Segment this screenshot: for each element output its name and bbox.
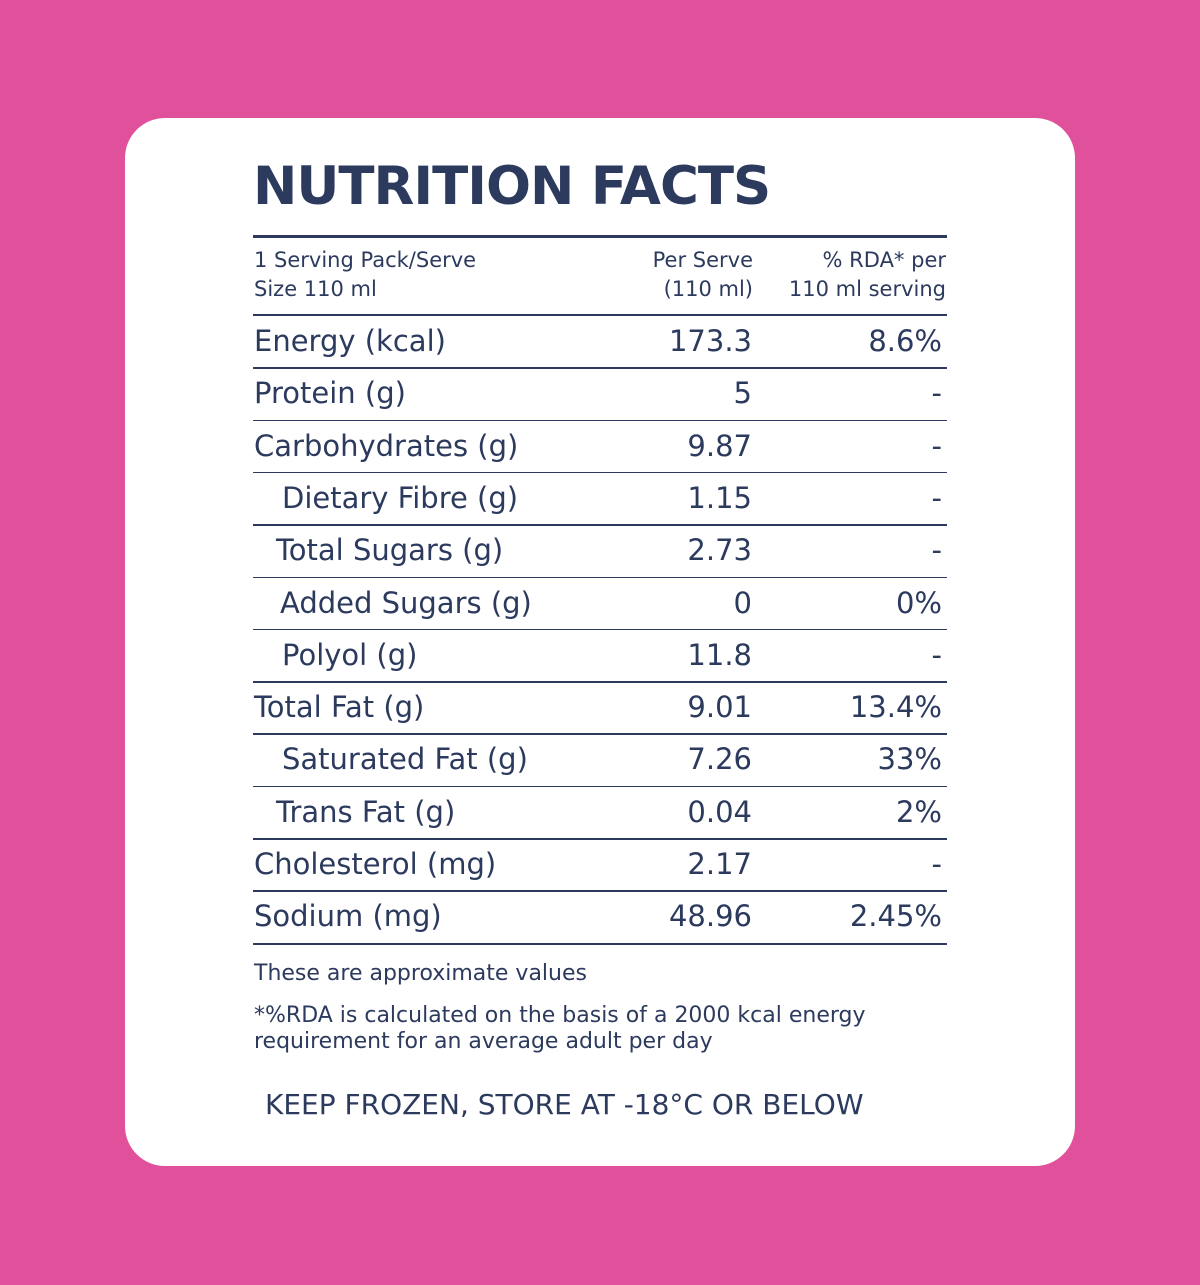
nutrient-label: Dietary Fibre (g) (282, 480, 519, 515)
rda: - (931, 637, 942, 672)
rda: 13.4% (849, 690, 942, 725)
row-rule (253, 471, 947, 474)
header-cell: (110 ml) (663, 277, 753, 301)
header-cell: 1 Serving Pack/Serve (254, 248, 477, 272)
per-serve: 2.73 (687, 533, 752, 568)
nutrient-label: Saturated Fat (g) (282, 742, 528, 777)
rda: 33% (877, 742, 942, 777)
row-rule (253, 942, 947, 945)
row-rule (253, 419, 947, 422)
rda: - (931, 480, 942, 515)
rule (253, 235, 947, 238)
per-serve: 11.8 (687, 637, 752, 672)
row-rule (253, 367, 947, 369)
row-rule (253, 890, 947, 892)
per-serve: 2.17 (687, 847, 752, 881)
header-cell: 110 ml serving (788, 277, 946, 301)
per-serve: 0 (733, 585, 752, 620)
nutrient-label: Trans Fat (g) (276, 794, 456, 829)
row-rule (253, 524, 947, 526)
rda: - (931, 847, 942, 881)
per-serve: 9.87 (687, 428, 752, 463)
nutrient-label: Cholesterol (mg) (254, 847, 497, 881)
title: NUTRITION FACTS (253, 156, 771, 217)
footnote: *%RDA is calculated on the basis of a 20… (254, 1003, 866, 1028)
per-serve: 0.04 (687, 794, 752, 829)
per-serve: 5 (733, 376, 752, 411)
rule (253, 314, 947, 316)
storage: KEEP FROZEN, STORE AT -18°C OR BELOW (265, 1088, 864, 1121)
per-serve: 1.15 (687, 480, 752, 515)
row-rule (253, 628, 947, 631)
rda: 0% (895, 585, 942, 620)
row-rule (253, 733, 947, 735)
nutrient-label: Carbohydrates (g) (254, 428, 519, 463)
row-rule (253, 785, 947, 788)
nutrient-label: Polyol (g) (282, 637, 418, 672)
row-rule (253, 576, 947, 578)
per-serve: 173.3 (668, 324, 752, 358)
header-cell: Per Serve (652, 248, 753, 272)
row-rule (253, 681, 947, 683)
rda: - (931, 533, 942, 568)
row-rule (253, 838, 947, 840)
header-cell: Size 110 ml (254, 277, 377, 301)
per-serve: 48.96 (668, 899, 752, 934)
per-serve: 9.01 (687, 690, 752, 725)
nutrient-label: Total Fat (g) (254, 690, 425, 725)
rda: 2% (895, 794, 942, 829)
footnote: requirement for an average adult per day (254, 1029, 713, 1054)
rda: - (931, 376, 942, 411)
header-cell: % RDA* per (822, 248, 946, 272)
nutrient-label: Added Sugars (g) (280, 585, 532, 620)
nutrient-label: Total Sugars (g) (276, 533, 504, 568)
rda: 2.45% (849, 899, 942, 934)
nutrient-label: Sodium (mg) (254, 899, 442, 934)
card (125, 118, 1075, 1166)
rda: - (931, 428, 942, 463)
nutrient-label: Energy (kcal) (254, 324, 446, 358)
nutrient-label: Protein (g) (254, 376, 406, 411)
per-serve: 7.26 (687, 742, 752, 777)
rda: 8.6% (868, 324, 942, 358)
note: These are approximate values (254, 961, 587, 986)
